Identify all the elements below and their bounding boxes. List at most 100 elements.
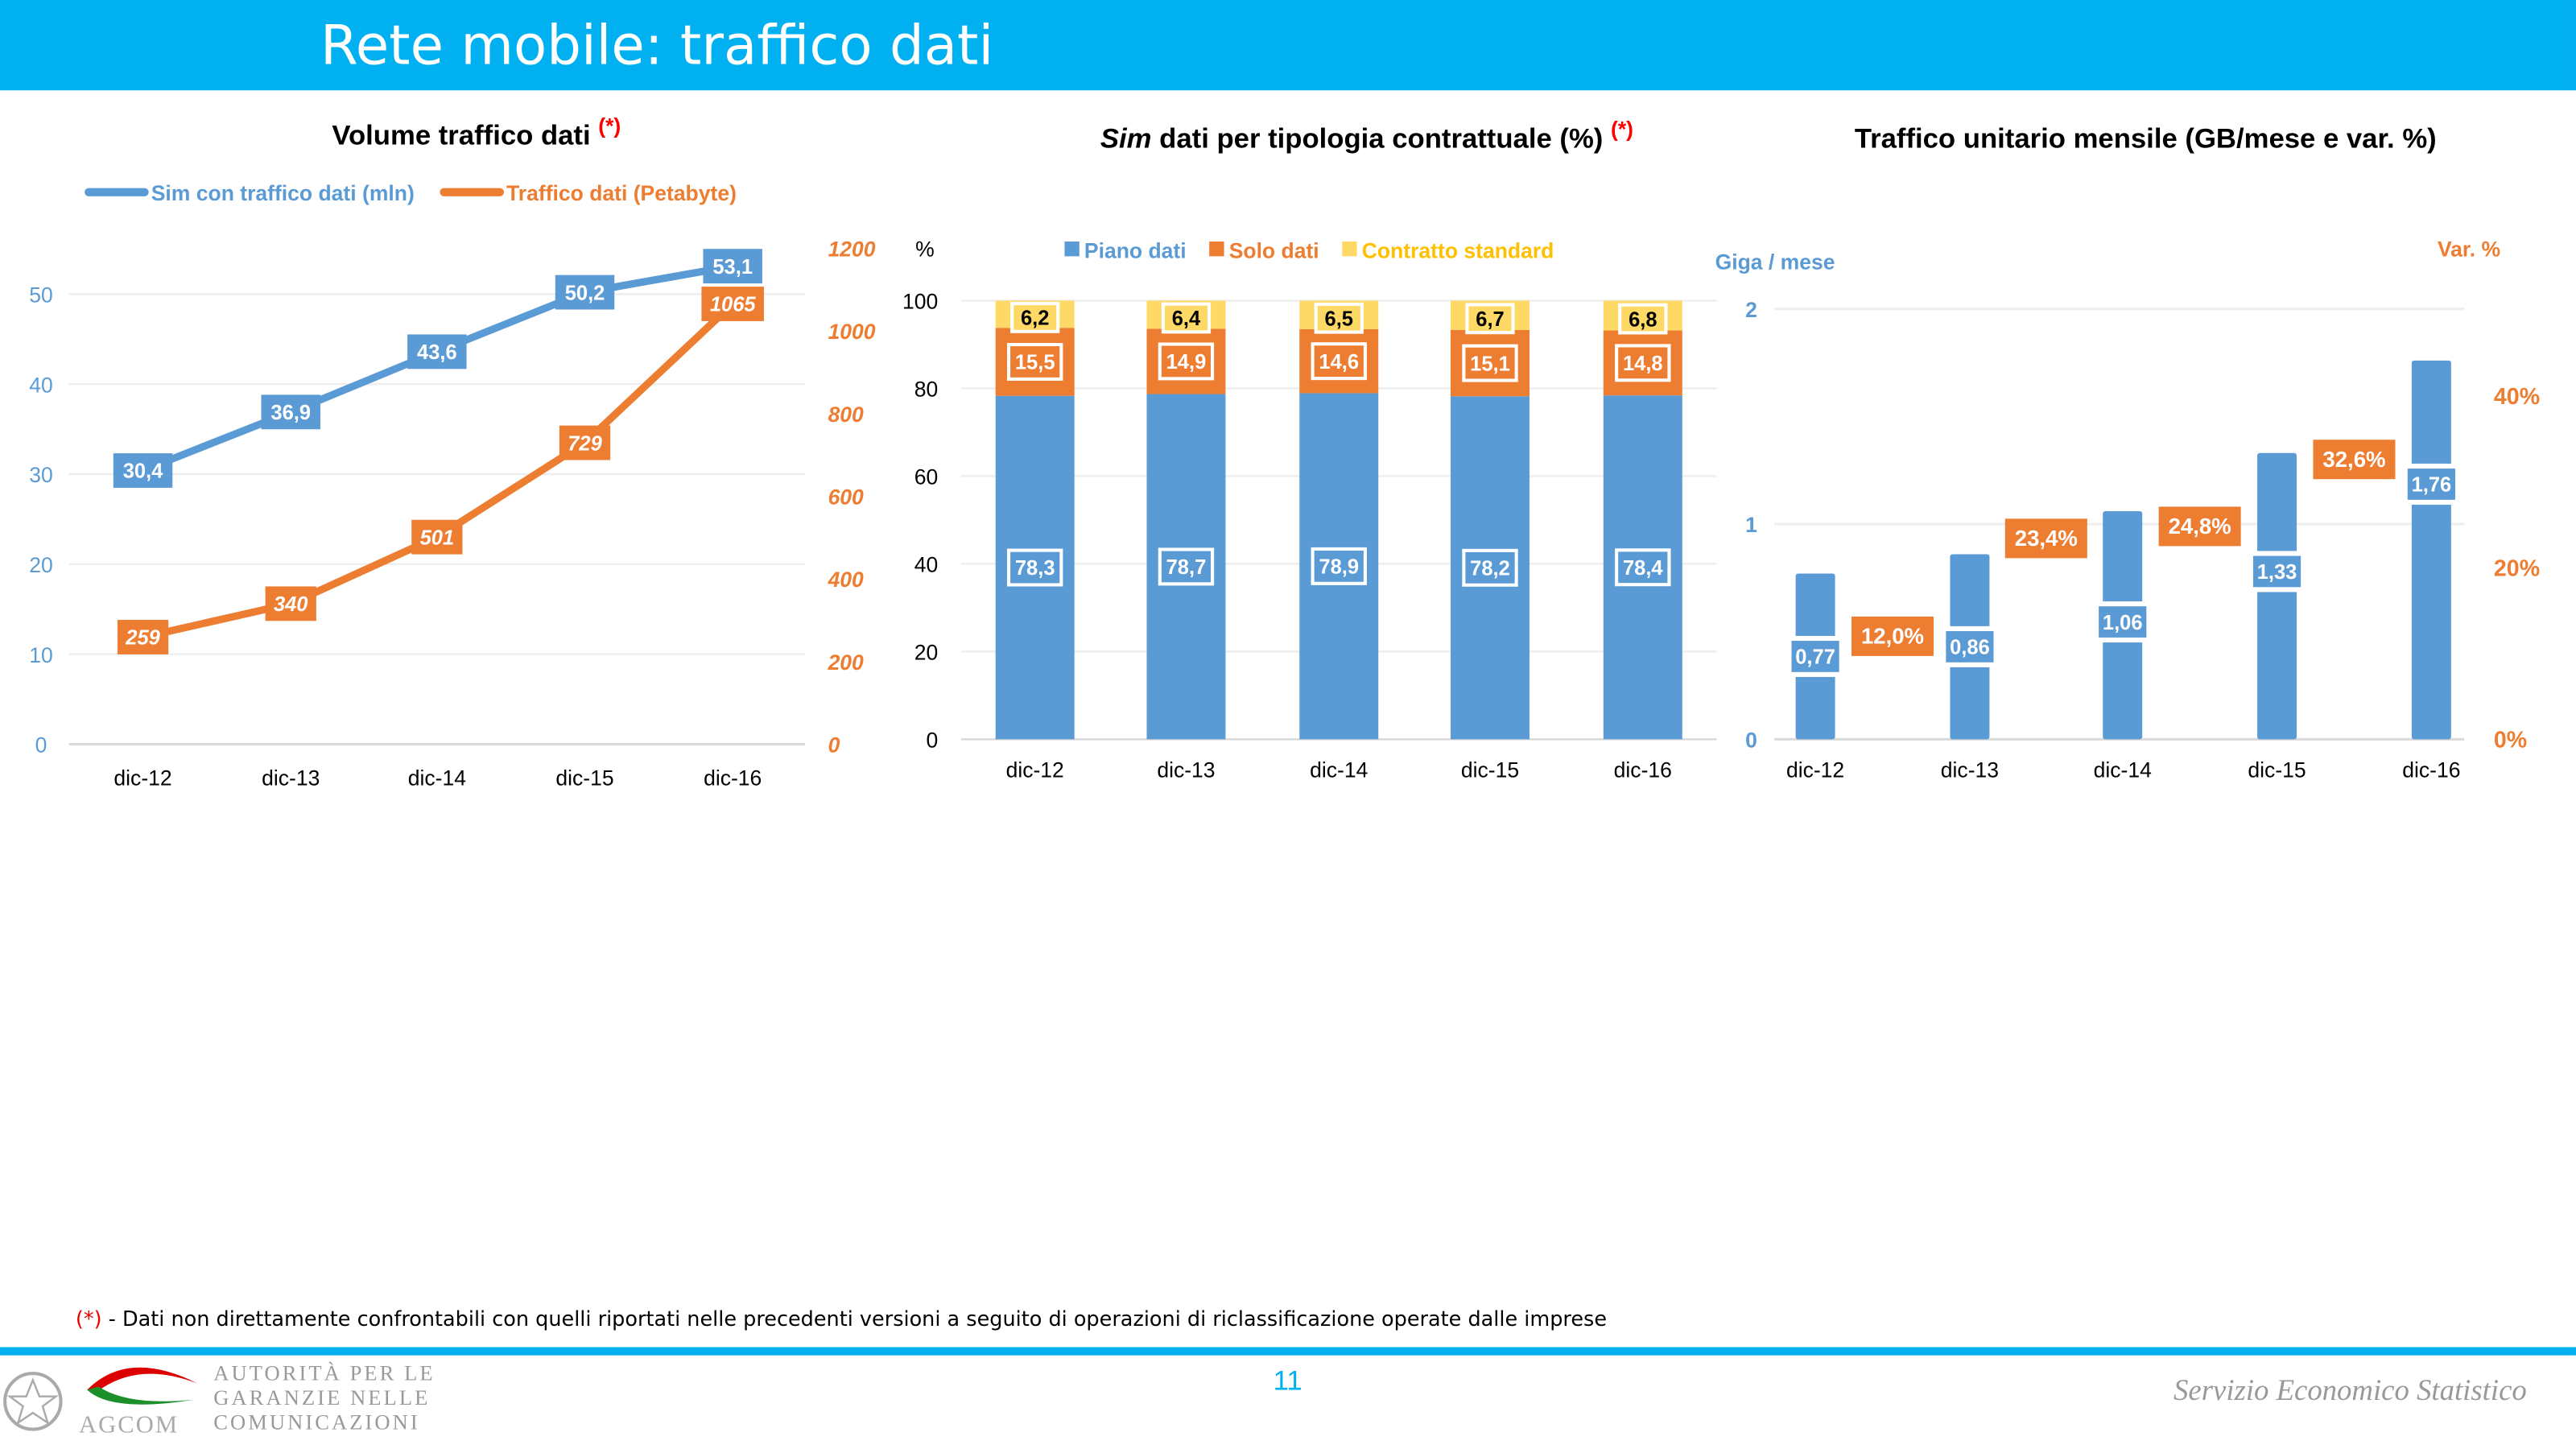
y-axis-unit: %	[915, 237, 935, 261]
agcom-swoosh-icon	[87, 1367, 197, 1405]
data-label: 6,4	[1172, 308, 1201, 330]
data-label: 0,77	[1795, 646, 1835, 669]
data-label-box	[559, 425, 611, 460]
x-tick: dic-16	[1614, 758, 1672, 782]
data-label-box	[703, 249, 762, 284]
x-tick: dic-12	[114, 766, 171, 791]
service-name: Servizio Economico Statistico	[2174, 1373, 2527, 1406]
data-label: 14,9	[1166, 351, 1207, 374]
data-label-box	[407, 334, 467, 369]
data-label: 501	[420, 526, 455, 549]
data-label-box	[117, 620, 169, 654]
data-label-box	[1462, 344, 1518, 382]
data-label-box	[1158, 342, 1215, 381]
data-label: 1,33	[2257, 561, 2297, 584]
data-label-box	[1010, 302, 1060, 333]
x-tick: dic-15	[1461, 758, 1519, 782]
data-label: 15,5	[1015, 352, 1055, 374]
data-label-box	[1462, 548, 1518, 587]
data-label-box	[1314, 302, 1364, 334]
y-left-tick: 30	[29, 463, 53, 487]
data-label: 53,1	[712, 256, 753, 279]
x-tick: dic-14	[2094, 758, 2152, 782]
page-number: 11	[1273, 1364, 1302, 1397]
data-label: 78,4	[1623, 557, 1663, 580]
variation-label-box	[2313, 440, 2396, 480]
x-tick: dic-15	[2248, 758, 2306, 782]
data-label: 14,8	[1623, 353, 1663, 375]
x-tick: dic-15	[555, 766, 613, 791]
x-tick: dic-16	[704, 766, 762, 791]
y-tick: 100	[902, 290, 938, 314]
y-tick: 60	[914, 465, 939, 489]
legend-2: Contratto standard	[1362, 238, 1554, 262]
y-left-tick: 0	[1745, 729, 1757, 753]
variation-label-box	[1851, 616, 1934, 656]
data-label-box	[113, 453, 173, 488]
data-label: 340	[274, 593, 308, 616]
x-tick: dic-12	[1006, 758, 1064, 782]
y-left-tick: 20	[29, 553, 53, 577]
y-tick: 0	[927, 729, 939, 753]
x-tick: dic-12	[1786, 758, 1844, 782]
data-label: 1,76	[2412, 474, 2452, 497]
y-right-label: Var. %	[2438, 237, 2500, 261]
logo-short: AGCOM	[78, 1413, 180, 1439]
variation-label: 24,8%	[2169, 514, 2231, 539]
footnote-text: - Dati non direttamente confrontabili co…	[101, 1306, 1608, 1331]
data-label-box	[1618, 303, 1668, 335]
y-left-tick: 40	[29, 373, 53, 397]
data-label: 1,06	[2103, 612, 2143, 634]
x-tick: dic-14	[408, 766, 466, 791]
y-left-tick: 10	[29, 643, 53, 667]
chart2-title-italic: Sim	[1100, 124, 1152, 155]
data-label: 1065	[710, 294, 757, 316]
data-label-box	[2093, 601, 2152, 643]
agcom-logo: AUTORITÀ PER LE GARANZIE NELLE COMUNICAZ…	[0, 1357, 493, 1449]
y-left-tick: 2	[1745, 298, 1757, 322]
data-label-box	[1161, 302, 1212, 334]
variation-label: 23,4%	[2015, 526, 2078, 551]
footer-divider	[0, 1347, 2576, 1356]
data-label-box	[411, 519, 463, 555]
emblem-icon	[3, 1372, 63, 1431]
chart3-title: Traffico unitario mensile (GB/mese e var…	[1855, 124, 2437, 155]
y-right-tick: 0	[828, 733, 840, 758]
data-label-box	[1311, 342, 1367, 381]
data-label: 259	[125, 627, 160, 650]
data-label-box	[1311, 547, 1367, 585]
header-bar: Rete mobile: traffico dati	[0, 0, 2576, 91]
y-right-tick: 800	[828, 402, 864, 427]
data-label: 6,2	[1021, 308, 1049, 330]
footnote: (*) - Dati non direttamente confrontabil…	[76, 1306, 1607, 1331]
data-label: 729	[568, 432, 602, 455]
data-label-box	[1786, 635, 1844, 677]
data-label: 43,6	[417, 341, 457, 364]
y-right-tick: 1000	[828, 320, 876, 344]
data-label: 30,4	[123, 460, 163, 483]
y-left-label: Giga / mese	[1715, 250, 1835, 275]
data-label-box	[261, 394, 320, 430]
x-tick: dic-13	[1157, 758, 1215, 782]
data-label-box	[1615, 548, 1671, 587]
data-label-box	[2248, 551, 2306, 592]
y-tick: 80	[914, 378, 939, 402]
chart2-heading: Sim dati per tipologia contrattuale (%) …	[1100, 117, 1633, 154]
chart1-title-mark: (*)	[598, 114, 621, 138]
data-label: 6,7	[1476, 308, 1504, 331]
data-label-box	[1615, 344, 1671, 382]
legend-0: Piano dati	[1084, 238, 1187, 262]
chart1-title: Volume traffico dati	[332, 121, 598, 151]
data-label: 14,6	[1319, 351, 1359, 374]
data-label-box	[1007, 343, 1063, 381]
legend-2-swatch	[1342, 241, 1357, 257]
data-label-box	[1941, 625, 1999, 667]
chart2-title: dati per tipologia contrattuale (%)	[1152, 124, 1611, 155]
x-tick: dic-13	[1941, 758, 1999, 782]
y-right-tick: 1200	[828, 237, 876, 261]
chart3-heading: Traffico unitario mensile (GB/mese e var…	[1855, 124, 2437, 155]
data-label-box	[1465, 303, 1515, 335]
legend-1: Solo dati	[1229, 238, 1319, 262]
y-left-tick: 50	[29, 283, 53, 308]
